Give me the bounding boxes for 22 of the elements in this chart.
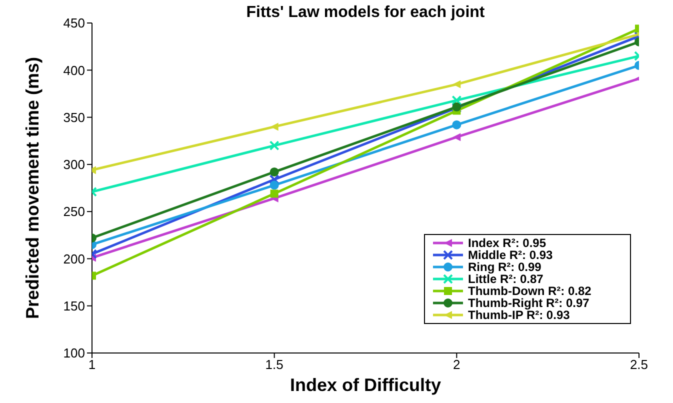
legend-label: Middle R²: 0.93 [468,248,553,262]
x-tick-label: 2 [453,357,460,372]
legend-label: Thumb-IP R²: 0.93 [468,308,570,322]
legend-label: Little R²: 0.87 [468,272,544,286]
y-tick-label: 250 [63,204,85,220]
y-tick-label: 300 [63,157,85,172]
legend-label: Ring R²: 0.99 [468,260,542,274]
chart-title: Fitts' Law models for each joint [245,4,486,22]
y-tick-label: 450 [63,16,85,31]
y-tick-label: 100 [63,346,85,361]
x-tick-label: 1 [88,357,96,372]
x-tick-label: 2.5 [630,357,648,372]
y-tick-label: 150 [63,298,85,314]
legend-label: Index R²: 0.95 [468,236,546,250]
y-axis-title: Predicted movement time (ms) [22,56,42,320]
x-tick-label: 1.5 [265,357,284,372]
legend-label: Thumb-Right R²: 0.97 [468,296,590,310]
x-axis-title: Index of Difficulty [290,375,442,395]
y-tick-label: 200 [63,251,85,266]
legend-label: Thumb-Down R²: 0.82 [468,284,592,298]
y-tick-label: 350 [63,110,85,125]
y-tick-label: 400 [63,62,85,78]
